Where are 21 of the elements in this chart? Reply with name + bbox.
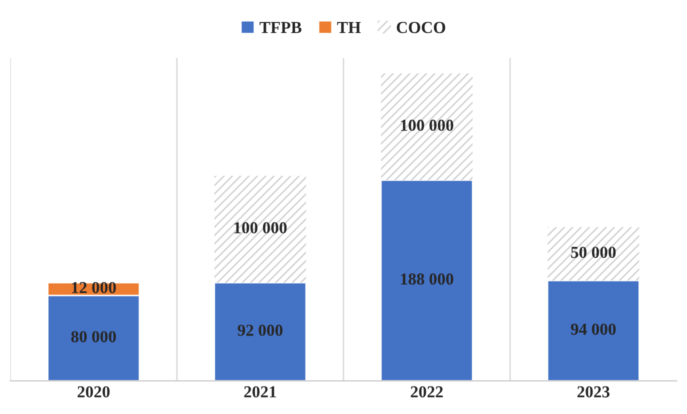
x-tick-label: 2023	[577, 386, 610, 398]
legend-label: TFPB	[260, 22, 302, 33]
data-label: 100 000	[401, 120, 454, 131]
legend-label: COCO	[396, 22, 446, 34]
legend-label: TH	[337, 22, 361, 33]
data-label: 12 000	[72, 282, 116, 294]
bar	[380, 179, 474, 381]
x-tick-label: 2022	[410, 386, 443, 398]
bar	[548, 227, 640, 280]
bar	[380, 73, 473, 180]
data-label: 92 000	[238, 324, 282, 336]
x-tick-label: 2020	[78, 386, 110, 398]
data-label: 94 000	[570, 324, 616, 335]
data-label: 188 000	[401, 273, 454, 285]
x-tick-label: 2021	[244, 386, 276, 398]
bar	[214, 282, 307, 381]
bar	[214, 176, 306, 283]
data-label: 80 000	[71, 331, 116, 342]
bar	[546, 280, 640, 381]
data-label: 50 000	[571, 246, 616, 258]
data-label: 100 000	[234, 222, 287, 234]
